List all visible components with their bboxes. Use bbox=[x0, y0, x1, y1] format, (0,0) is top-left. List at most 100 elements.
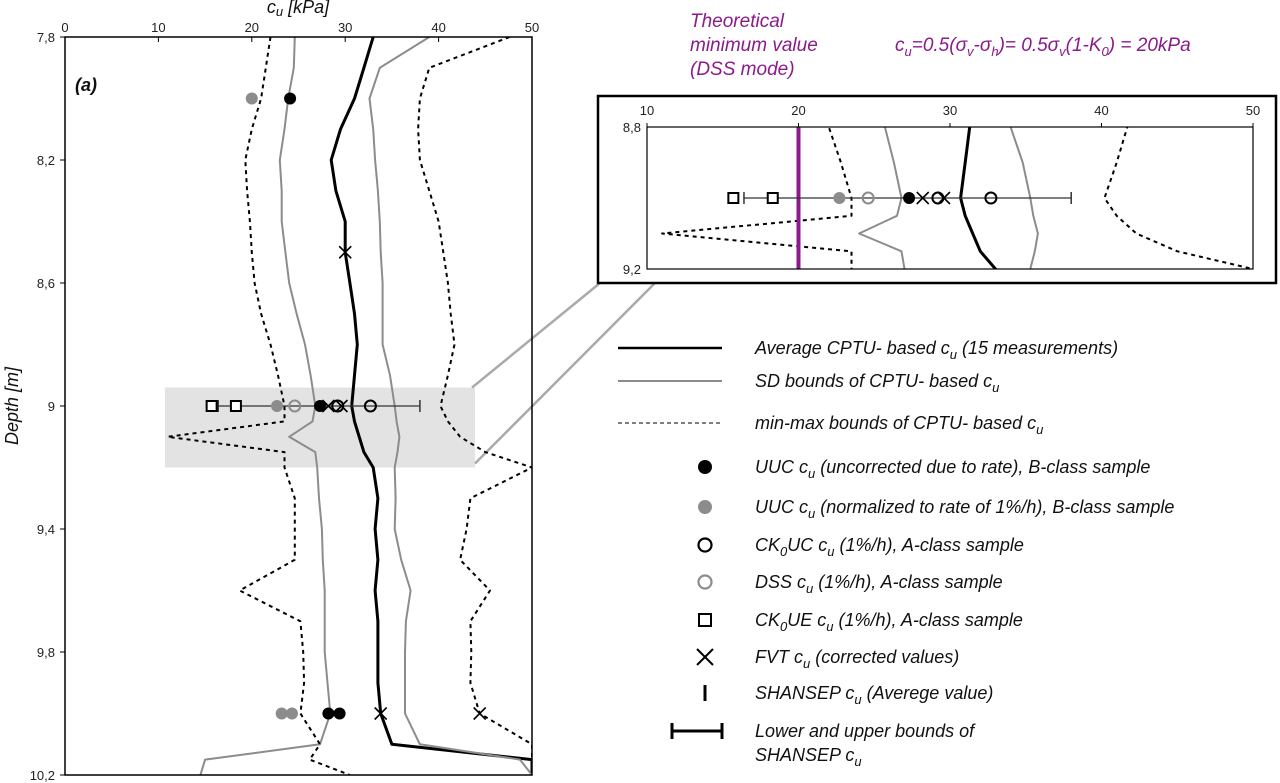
legend-gray-dot bbox=[698, 500, 712, 514]
subscript: h bbox=[991, 44, 998, 59]
main-series-sd_low bbox=[199, 37, 332, 775]
inset-series-min bbox=[661, 127, 853, 269]
subscript: u bbox=[950, 347, 957, 362]
text-segment: =0.5(σ bbox=[912, 35, 969, 56]
legend-label: Lower and upper bounds of bbox=[755, 721, 976, 741]
text-segment: UE c bbox=[787, 610, 826, 630]
ck0uc-point bbox=[363, 399, 377, 413]
inset-x-tick-label: 50 bbox=[1246, 103, 1260, 118]
legend-label: FVT cu (corrected values) bbox=[755, 647, 959, 671]
text-segment: )= 0.5σ bbox=[997, 35, 1061, 56]
fvt-point bbox=[338, 245, 352, 259]
inset-x-tick-label: 20 bbox=[791, 103, 805, 118]
y-tick-label: 8,2 bbox=[37, 153, 55, 168]
inset-x-tick-label: 30 bbox=[943, 103, 957, 118]
text-segment: UUC c bbox=[755, 457, 808, 477]
x-tick-label: 20 bbox=[245, 20, 259, 35]
text-segment: Lower and upper bounds of bbox=[755, 721, 976, 741]
text-segment: SD bounds of CPTU- based c bbox=[755, 371, 992, 391]
subscript: u bbox=[992, 380, 999, 395]
legend-label: UUC cu (normalized to rate of 1%/h), B-c… bbox=[755, 497, 1174, 521]
main-series-sd_high bbox=[368, 37, 532, 775]
text-segment: FVT c bbox=[755, 647, 803, 667]
legend-label: DSS cu (1%/h), A-class sample bbox=[755, 572, 1003, 596]
text-segment: (1%/h), A-class sample bbox=[834, 610, 1023, 630]
legend-label: CK0UE cu (1%/h), A-class sample bbox=[755, 610, 1023, 634]
text-segment: (1%/h), A-class sample bbox=[834, 535, 1023, 555]
ck0ue-point bbox=[766, 192, 779, 204]
subscript: v bbox=[1059, 44, 1067, 59]
text-segment: SHANSEP c bbox=[755, 683, 854, 703]
subscript: u bbox=[854, 692, 861, 707]
y-tick-label: 9,4 bbox=[37, 522, 55, 537]
legend-item bbox=[670, 723, 724, 739]
zoom-connector bbox=[474, 282, 656, 465]
y-tick-label: 10,2 bbox=[30, 768, 55, 783]
text-segment: min-max bounds of CPTU- based c bbox=[755, 413, 1036, 433]
fvt-point bbox=[334, 399, 349, 413]
y-tick-label: 9 bbox=[48, 399, 55, 414]
legend-label: SHANSEP cu (Averege value) bbox=[755, 683, 993, 707]
text-segment: DSS c bbox=[755, 572, 806, 592]
text-segment: (Averege value) bbox=[862, 683, 994, 703]
formula: cu=0.5(σv-σh)= 0.5σv(1-K0) = 20kPa bbox=[895, 35, 1191, 59]
inset-series-avg bbox=[959, 127, 998, 269]
subscript: u bbox=[826, 619, 833, 634]
inset-frame bbox=[596, 94, 1278, 285]
text-segment: CK bbox=[755, 610, 781, 630]
inset-x-tick-label: 10 bbox=[640, 103, 654, 118]
uuc-uncorrected-point bbox=[903, 192, 916, 204]
panel-label: (a) bbox=[75, 75, 97, 95]
zoom-connector bbox=[471, 282, 601, 389]
uuc-normalized-point bbox=[275, 707, 288, 720]
fvt-point bbox=[937, 191, 951, 205]
text-segment: c bbox=[895, 35, 905, 56]
inset-x-tick-label: 40 bbox=[1094, 103, 1108, 118]
text-segment: (corrected values) bbox=[810, 647, 959, 667]
main-series-min bbox=[166, 37, 351, 775]
uuc-uncorrected-point bbox=[333, 707, 346, 720]
fvt-point bbox=[321, 399, 335, 413]
text-segment: SHANSEP c bbox=[755, 745, 854, 765]
annotation-line: (DSS mode) bbox=[690, 59, 795, 80]
subscript: u bbox=[808, 466, 815, 481]
legend-square bbox=[698, 613, 712, 627]
legend-label: CK0UC cu (1%/h), A-class sample bbox=[755, 535, 1024, 559]
text-segment: (1%/h), A-class sample bbox=[813, 572, 1002, 592]
inset-series-sd_high bbox=[1009, 127, 1039, 269]
ck0ue-point bbox=[727, 192, 740, 204]
legend-item bbox=[697, 537, 713, 553]
annotation-line: Theoretical bbox=[690, 11, 785, 32]
x-tick-label: 50 bbox=[525, 20, 539, 35]
ck0ue-point bbox=[229, 400, 242, 412]
uuc-uncorrected-point bbox=[313, 400, 326, 412]
text-segment: (uncorrected due to rate), B-class sampl… bbox=[815, 457, 1150, 477]
legend-label: min-max bounds of CPTU- based cu bbox=[755, 413, 1043, 437]
subscript: u bbox=[1036, 422, 1043, 437]
uuc-normalized-point bbox=[285, 707, 298, 720]
legend-label: UUC cu (uncorrected due to rate), B-clas… bbox=[755, 457, 1150, 481]
text-segment: Average CPTU- based c bbox=[754, 338, 950, 358]
text-segment: (1-K bbox=[1066, 35, 1103, 56]
subscript: u bbox=[276, 4, 283, 19]
text-segment: [kPa] bbox=[283, 0, 330, 17]
ck0ue-point bbox=[205, 400, 218, 412]
dss-point bbox=[288, 399, 302, 413]
text-segment: (normalized to rate of 1%/h), B-class sa… bbox=[815, 497, 1174, 517]
y-tick-label: 8,6 bbox=[37, 276, 55, 291]
y-tick-label: 9,8 bbox=[37, 645, 55, 660]
main-series-max bbox=[417, 37, 532, 775]
legend-item bbox=[696, 648, 714, 666]
ck0uc-point bbox=[331, 399, 345, 413]
inset-series-max bbox=[1103, 127, 1253, 269]
uuc-uncorrected-point bbox=[284, 92, 297, 105]
uuc-uncorrected-point bbox=[322, 707, 335, 720]
text-segment: c bbox=[267, 0, 276, 17]
highlight-region bbox=[164, 387, 476, 468]
y-tick-label: 7,8 bbox=[37, 30, 55, 45]
fvt-point bbox=[473, 706, 487, 721]
subscript: u bbox=[905, 44, 912, 59]
subscript: u bbox=[854, 754, 861, 769]
subscript: 0 bbox=[780, 619, 788, 634]
